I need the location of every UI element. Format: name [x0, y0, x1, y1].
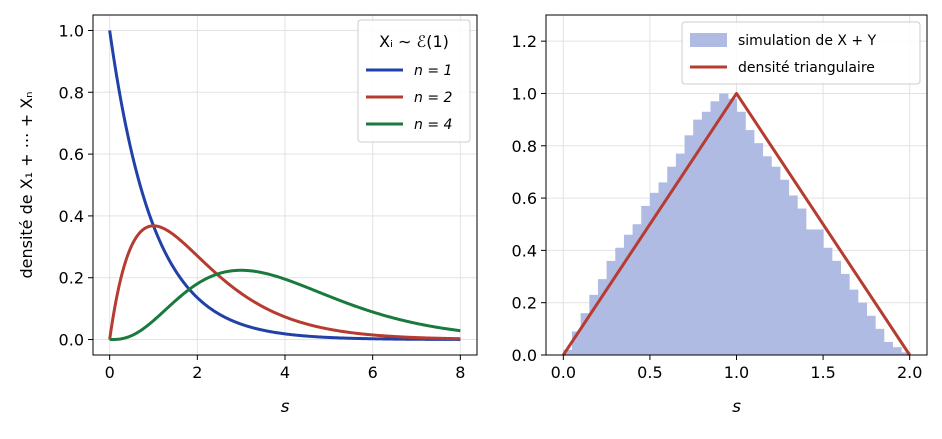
y-axis-label-left: densité de X₁ + ⋯ + Xₙ	[17, 91, 36, 278]
tick-label-y: 0.4	[59, 207, 84, 226]
histogram-bar	[641, 205, 651, 355]
histogram-bar	[762, 156, 772, 355]
tick-label-y: 0.2	[512, 294, 537, 313]
histogram-bar	[589, 294, 599, 355]
histogram-bar	[606, 260, 616, 355]
tick-label-y: 1.2	[512, 32, 537, 51]
histogram-bar	[866, 315, 876, 355]
histogram-bar	[745, 130, 755, 355]
tick-label-x: 0.0	[551, 363, 576, 382]
chart-density-sum-exponentials: 0 2 4 6 8 0.0 0.2 0.4 0.6 0.8 1.0 s densité de X₁ …	[17, 14, 478, 417]
ticks-right: 0.0 0.5 1.0 1.5 2.0 0.0 0.2 0.4 0.6 0.8 1.0 1.2	[512, 32, 923, 382]
tick-label-x: 4	[280, 363, 290, 382]
histogram-bar	[823, 247, 833, 355]
legend-left: Xᵢ ∼ ℰ(1) n = 1 n = 2 n = 4	[357, 19, 471, 143]
tick-label-x: 2.0	[897, 363, 922, 382]
legend-box-left	[357, 19, 471, 143]
histogram-bar	[675, 153, 686, 355]
tick-label-x: 0	[105, 363, 115, 382]
series-line-n4	[109, 268, 461, 342]
legend-right: simulation de X + Y densité triangulaire	[681, 21, 921, 85]
histogram-bar	[901, 352, 911, 355]
tick-label-y: 0.6	[512, 189, 537, 208]
chart-triangular-density: 0.0 0.5 1.0 1.5 2.0 0.0 0.2 0.4 0.6 0.8 1.0 1.2 s s…	[512, 14, 928, 417]
tick-label-x: 8	[455, 363, 465, 382]
x-axis-label-left: s	[281, 397, 290, 417]
tick-label-y: 0.0	[512, 346, 537, 365]
histogram-bar	[684, 135, 694, 355]
histogram-bar	[797, 208, 807, 355]
legend-label-n4: n = 4	[414, 117, 452, 133]
legend-label-n2: n = 2	[414, 90, 453, 106]
legend-box-right	[681, 21, 921, 85]
legend-patch-histogram	[690, 33, 727, 47]
histogram-bar	[849, 289, 859, 355]
series-group-left	[108, 30, 461, 342]
histogram-bar	[719, 93, 729, 356]
histogram-bar	[831, 260, 842, 355]
legend-label-n1: n = 1	[414, 63, 452, 79]
histogram-bar	[710, 101, 720, 355]
histogram-bar	[771, 166, 781, 355]
histogram-bar	[693, 119, 703, 356]
histogram-bar	[597, 279, 608, 355]
legend-title: Xᵢ ∼ ℰ(1)	[379, 32, 449, 51]
tick-label-x: 2	[192, 363, 202, 382]
histogram-bar	[563, 349, 573, 355]
histogram-bar	[805, 229, 816, 355]
histogram-bar	[727, 98, 738, 355]
histogram-bar	[580, 313, 590, 355]
histogram-bar	[875, 328, 885, 355]
tick-label-y: 1.0	[59, 21, 84, 40]
histogram-bar	[814, 229, 824, 355]
tick-label-y: 0.2	[59, 269, 84, 288]
tick-label-x: 1.0	[724, 363, 749, 382]
histogram-bar	[892, 347, 902, 355]
axes-frame-right	[545, 14, 928, 356]
histogram-bar	[779, 179, 790, 355]
line-group-right	[562, 91, 911, 356]
tick-label-y: 0.8	[59, 83, 84, 102]
histogram-bar	[736, 111, 746, 356]
legend-items-left: n = 1 n = 2 n = 4	[366, 63, 453, 133]
histogram-bar	[701, 111, 712, 356]
histogram-bar	[857, 302, 867, 355]
tick-label-y: 0.6	[59, 145, 84, 164]
histogram-bar	[632, 224, 642, 355]
triangular-density-line	[562, 91, 911, 356]
tick-label-y: 0.4	[512, 241, 537, 260]
histogram-bar	[753, 143, 764, 355]
tick-label-y: 1.0	[512, 84, 537, 103]
histogram-bar	[667, 166, 677, 355]
histogram-bar	[571, 331, 582, 355]
histogram-bar	[840, 273, 850, 355]
histogram-bar	[649, 192, 660, 355]
histogram-bar	[883, 341, 893, 355]
legend-label-triangular: densité triangulaire	[738, 60, 875, 76]
series-line-n2	[108, 224, 461, 341]
legend-label-histogram: simulation de X + Y	[738, 33, 877, 49]
tick-label-x: 0.5	[637, 363, 662, 382]
series-line-n1	[108, 30, 461, 341]
histogram-bar	[615, 247, 625, 355]
ticks-left: 0 2 4 6 8 0.0 0.2 0.4 0.6 0.8 1.0	[59, 21, 466, 382]
tick-label-x: 6	[368, 363, 378, 382]
tick-label-x: 1.5	[810, 363, 835, 382]
histogram-bars	[563, 93, 911, 356]
axes-frame-left	[92, 14, 478, 356]
histogram-bar	[623, 234, 634, 355]
tick-label-y: 0.8	[512, 137, 537, 156]
histogram-bar	[658, 182, 668, 355]
tick-label-y: 0.0	[59, 331, 84, 350]
histogram-bar	[788, 195, 798, 355]
x-axis-label-right: s	[732, 397, 741, 417]
